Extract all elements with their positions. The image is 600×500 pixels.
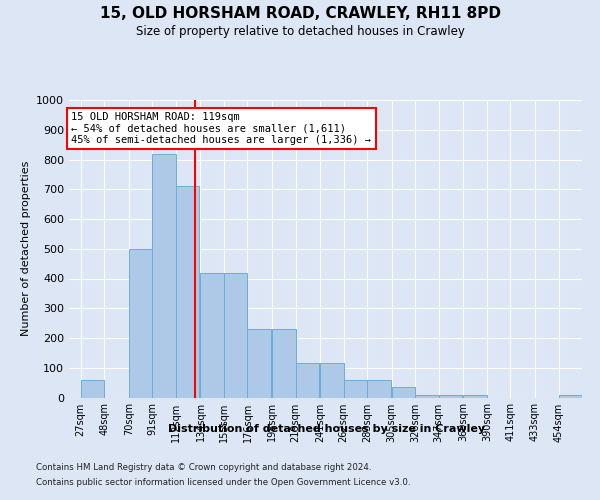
Bar [559,395,582,398]
Bar [81,380,104,398]
Bar [200,272,224,398]
Text: 15 OLD HORSHAM ROAD: 119sqm
← 54% of detached houses are smaller (1,611)
45% of : 15 OLD HORSHAM ROAD: 119sqm ← 54% of det… [71,112,371,145]
Bar [272,329,296,398]
Y-axis label: Number of detached properties: Number of detached properties [20,161,31,336]
Bar [392,387,415,398]
Bar [247,329,271,398]
Text: Size of property relative to detached houses in Crawley: Size of property relative to detached ho… [136,25,464,38]
Bar [320,364,344,398]
Bar [344,380,367,398]
Text: Contains public sector information licensed under the Open Government Licence v3: Contains public sector information licen… [36,478,410,487]
Bar [415,394,439,398]
Bar [176,186,199,398]
Text: 15, OLD HORSHAM ROAD, CRAWLEY, RH11 8PD: 15, OLD HORSHAM ROAD, CRAWLEY, RH11 8PD [100,6,500,22]
Bar [129,249,152,398]
Bar [463,395,487,398]
Text: Distribution of detached houses by size in Crawley: Distribution of detached houses by size … [169,424,485,434]
Text: Contains HM Land Registry data © Crown copyright and database right 2024.: Contains HM Land Registry data © Crown c… [36,463,371,472]
Bar [296,364,319,398]
Bar [367,380,391,398]
Bar [224,272,247,398]
Bar [439,394,462,398]
Bar [152,154,176,398]
